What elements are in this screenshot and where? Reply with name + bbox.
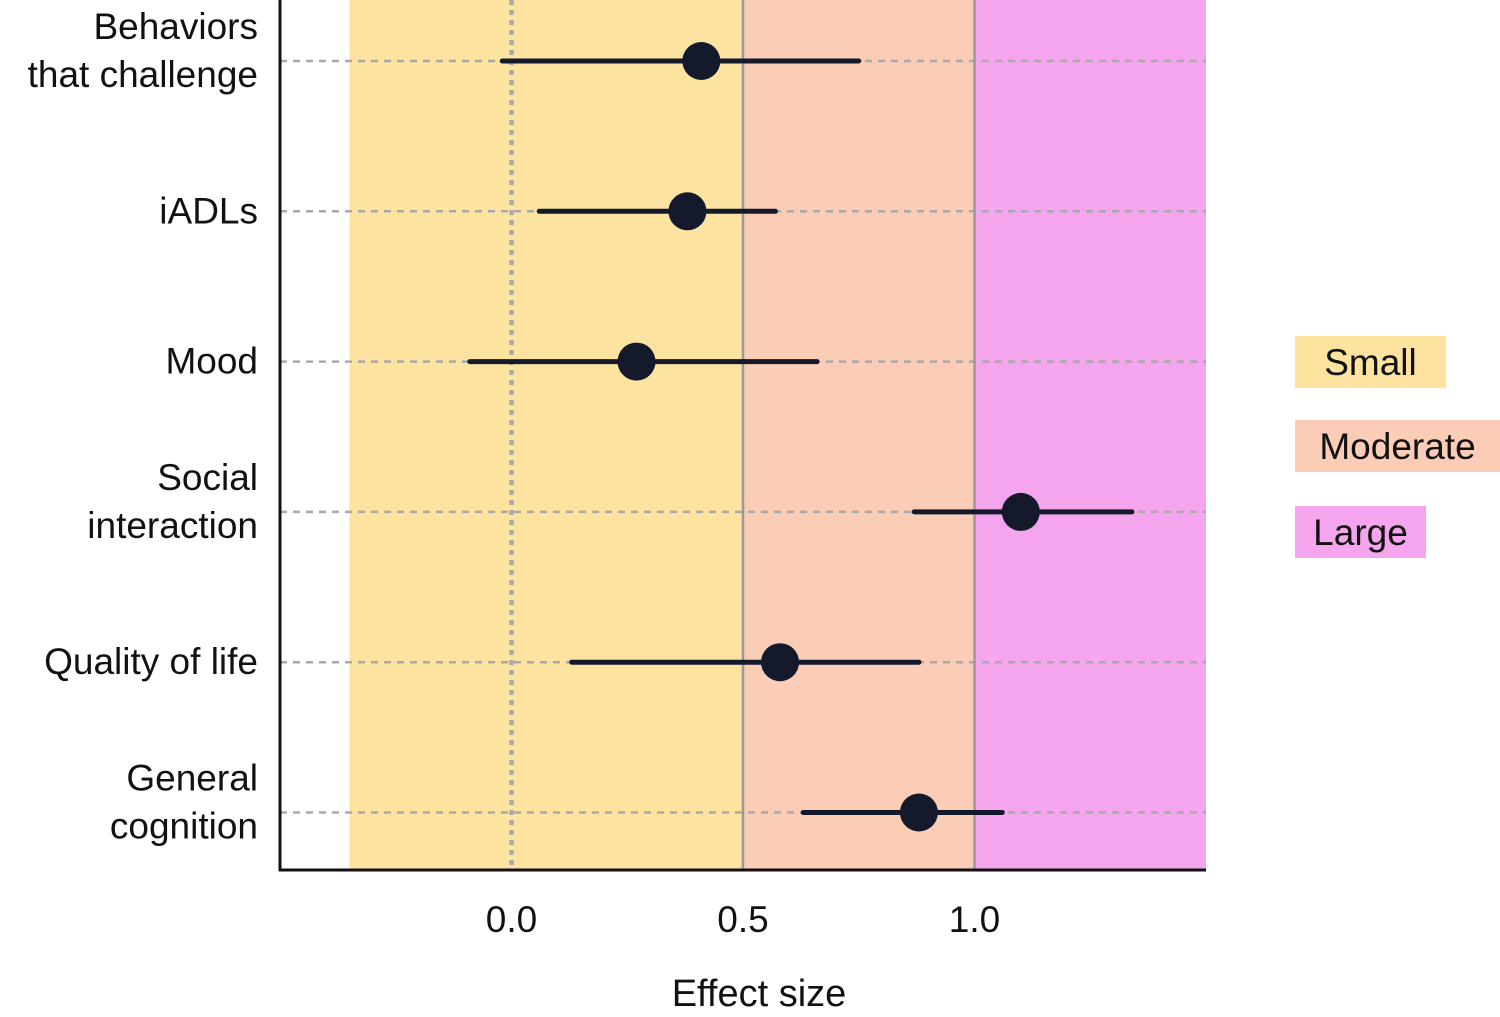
point-estimate (899, 793, 938, 832)
x-axis-title: Effect size (672, 973, 847, 1015)
category-label: General (126, 758, 258, 799)
axes (278, 0, 1206, 872)
point-estimate (617, 342, 656, 381)
effect-bands (349, 0, 1206, 870)
legend-swatch-moderate (1295, 420, 1500, 472)
x-tick-label: 0.5 (717, 899, 768, 940)
category-label: that challenge (28, 54, 258, 95)
point-estimate (668, 192, 707, 231)
band-large (974, 0, 1206, 870)
band-small (349, 0, 743, 870)
band-moderate (743, 0, 975, 870)
legend-label-large: Large (1313, 512, 1408, 553)
category-label: iADLs (159, 190, 258, 231)
point-estimate (682, 42, 721, 80)
category-label: Mood (165, 341, 258, 382)
x-tick-label: 1.0 (949, 899, 1000, 940)
point-estimate (1001, 492, 1040, 531)
x-tick-label: 0.0 (486, 899, 537, 940)
category-label: cognition (110, 806, 258, 847)
category-label: Behaviors (93, 6, 258, 47)
category-label: Social (157, 457, 258, 498)
x-tick-labels: 0.0 0.5 1.0 (486, 899, 1000, 940)
category-label: Quality of life (44, 641, 258, 682)
category-label: interaction (87, 505, 258, 546)
legend-swatch-large (1295, 506, 1426, 558)
legend: Small Moderate Large (1295, 336, 1500, 558)
point-estimates (617, 42, 1040, 832)
legend-label-small: Small (1324, 342, 1417, 383)
band-boundaries (741, 0, 976, 870)
point-estimate (761, 643, 800, 682)
legend-label-moderate: Moderate (1319, 426, 1475, 467)
legend-swatch-small (1295, 336, 1446, 388)
category-labels: Behaviors that challenge iADLs Mood Social in… (28, 6, 258, 847)
